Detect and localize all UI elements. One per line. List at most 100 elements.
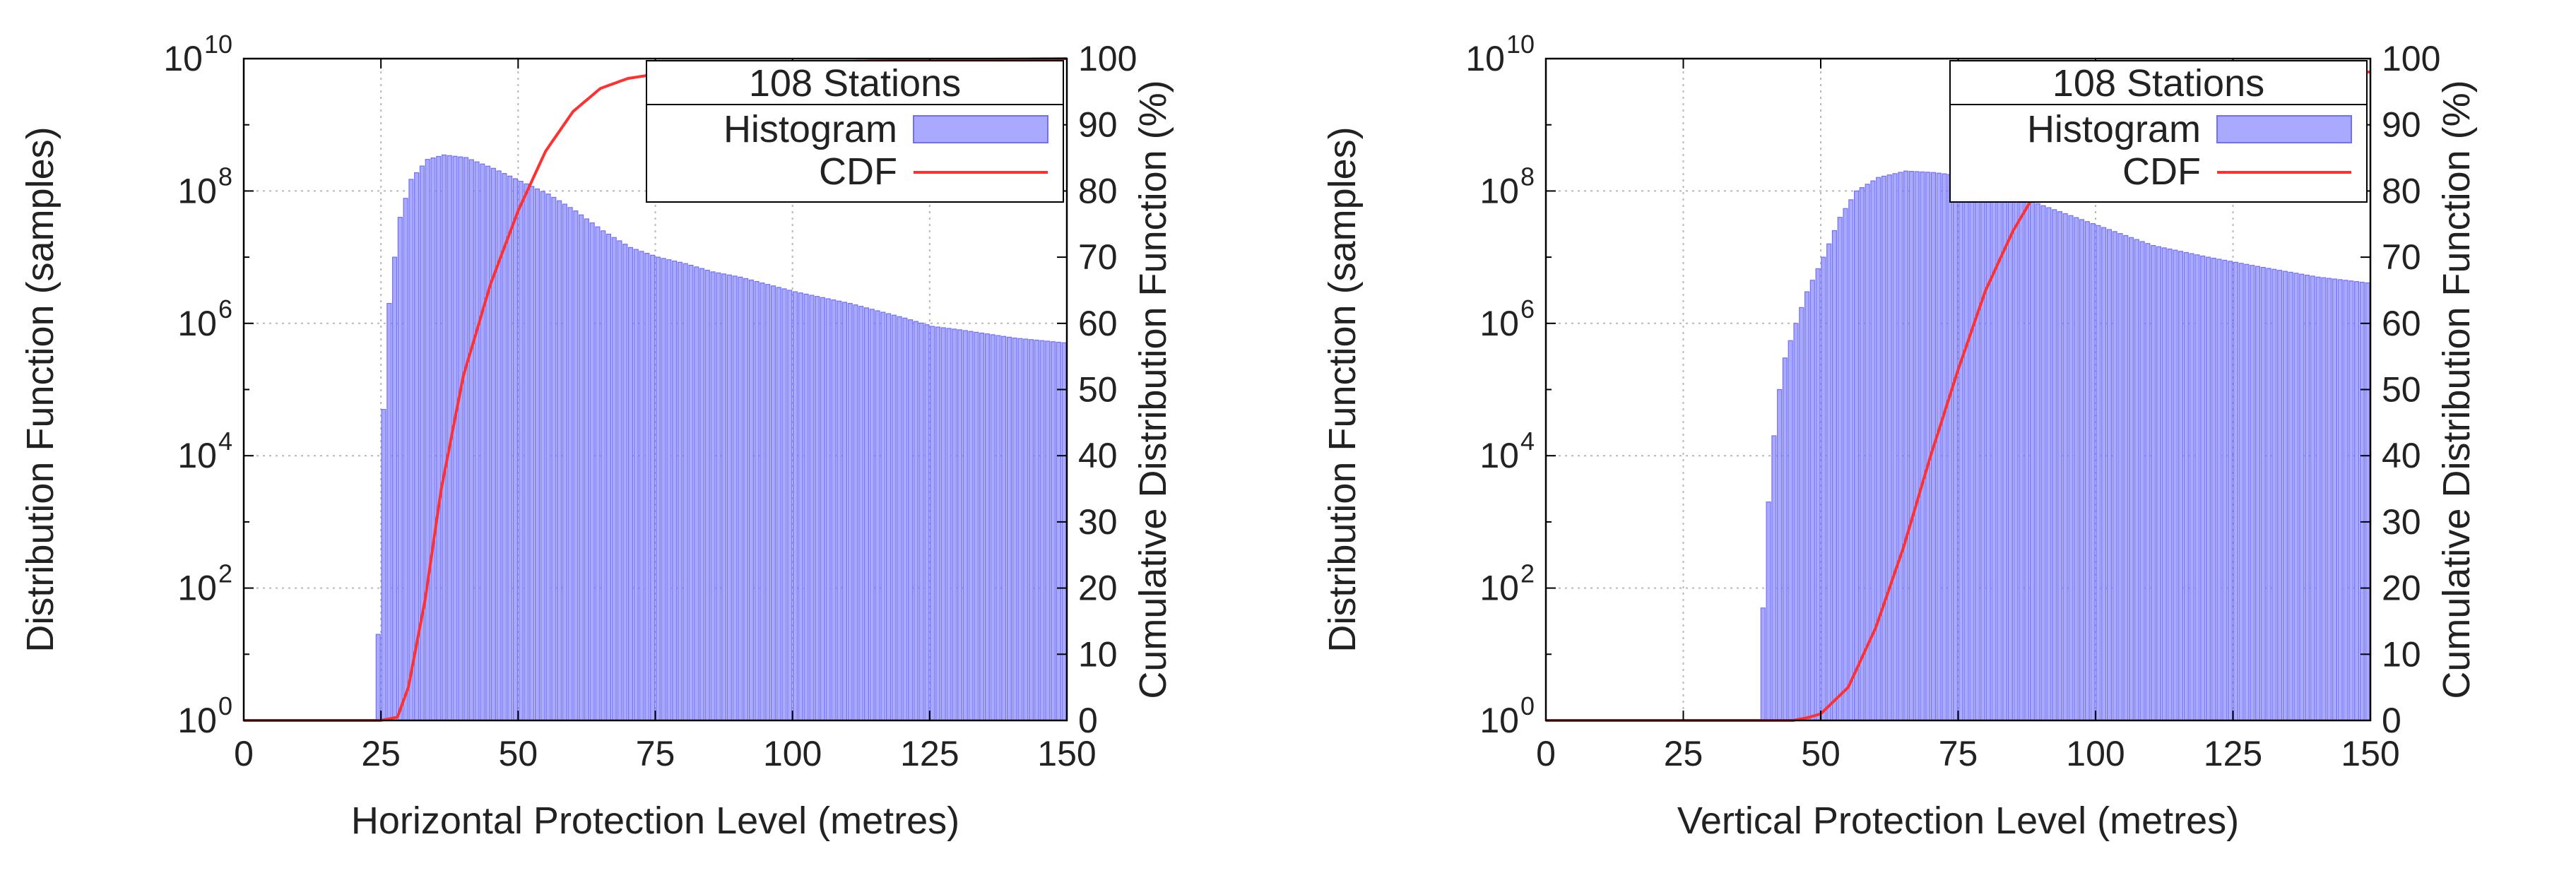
histogram-bar	[611, 237, 617, 721]
histogram-bar	[502, 173, 507, 721]
histogram-bar	[2007, 193, 2013, 721]
histogram-bar	[809, 295, 815, 721]
y-tick-label: 10	[1479, 569, 1519, 608]
histogram-bar	[1969, 179, 1975, 721]
x-tick-label: 25	[361, 734, 401, 773]
histogram-bar	[1821, 256, 1826, 721]
histogram-bar	[655, 256, 661, 721]
histogram-bar	[995, 335, 1001, 721]
histogram-bar	[2327, 278, 2332, 721]
histogram-bar	[880, 311, 886, 721]
histogram-bar	[677, 261, 683, 721]
x-axis-label: Vertical Protection Level (metres)	[1677, 800, 2239, 842]
y-tick-label: 10	[177, 569, 217, 608]
histogram-bar	[2145, 243, 2151, 721]
y2-tick-label: 90	[1078, 105, 1118, 145]
legend-label-histogram: Histogram	[723, 108, 897, 150]
y-axis-label: Distribution Function (samples)	[1321, 126, 1364, 652]
histogram-bar	[2134, 239, 2139, 721]
y-tick-label: 10	[1465, 39, 1505, 78]
histogram-bar	[1920, 171, 1925, 721]
histogram-bar	[2123, 234, 2129, 721]
histogram-bar	[704, 269, 710, 721]
y2-tick-label: 40	[1078, 436, 1118, 475]
histogram-bar	[567, 207, 573, 721]
histogram-bar	[2250, 265, 2255, 721]
legend-label-cdf: CDF	[819, 150, 897, 193]
histogram-bar	[666, 259, 672, 721]
histogram-bar	[770, 285, 776, 721]
y-tick-exponent: 2	[1520, 559, 1535, 588]
histogram-bar	[1975, 181, 1980, 721]
histogram-bar	[2062, 213, 2068, 721]
histogram-bar	[661, 258, 666, 721]
histogram-bar	[815, 296, 820, 721]
histogram-bar	[458, 156, 463, 721]
histogram-bar	[798, 292, 803, 721]
histogram-bar	[518, 181, 524, 721]
x-tick-label: 75	[1939, 734, 1978, 773]
histogram-bar	[732, 275, 738, 721]
histogram-bar	[820, 297, 825, 721]
histogram-bar	[2068, 215, 2074, 721]
histogram-bar	[2353, 281, 2360, 721]
histogram-bar	[381, 409, 386, 721]
legend-label-histogram: Histogram	[2027, 108, 2201, 150]
histogram-bar	[562, 203, 567, 721]
histogram-bar	[2189, 253, 2194, 721]
histogram-bar	[397, 217, 403, 721]
histogram-bar	[1876, 177, 1881, 721]
histogram-bar	[858, 306, 864, 721]
histogram-bar	[2332, 278, 2337, 721]
histogram-bar	[524, 183, 529, 721]
histogram-bar	[375, 634, 381, 721]
y2-tick-label: 60	[2382, 304, 2421, 343]
histogram-bar	[2029, 201, 2036, 721]
y2-tick-label: 70	[1078, 237, 1118, 277]
histogram-bar	[633, 249, 639, 721]
histogram-bar	[2183, 251, 2189, 721]
histogram-bar	[2096, 225, 2101, 721]
histogram-bar	[2194, 254, 2200, 721]
histogram-bar	[1788, 340, 1793, 721]
histogram-bar	[1898, 172, 1903, 721]
histogram-bar	[841, 302, 848, 721]
histogram-bars	[1760, 170, 2370, 721]
tick-marks	[243, 58, 1068, 721]
y2-tick-label: 90	[2382, 105, 2421, 145]
histogram-bar	[1777, 388, 1783, 721]
histogram-bar	[869, 309, 875, 721]
histogram-bar	[2315, 276, 2321, 721]
histogram-bar	[1061, 342, 1067, 721]
y-tick-exponent: 6	[1520, 295, 1535, 323]
histogram-bar	[974, 331, 979, 721]
histogram-bar	[1859, 187, 1865, 721]
histogram-bar	[1045, 340, 1051, 721]
y-tick-label: 10	[177, 171, 217, 210]
histogram-bar	[1854, 190, 1860, 721]
histogram-bar	[918, 322, 924, 721]
y-tick-exponent: 8	[1520, 162, 1535, 191]
histogram-bar	[430, 158, 436, 721]
histogram-bar	[2205, 256, 2211, 721]
x-tick-label: 0	[1536, 734, 1556, 773]
legend-swatch-histogram	[913, 115, 1048, 143]
histogram-bar	[485, 165, 491, 721]
histogram-bar	[2167, 248, 2173, 721]
y2-tick-label: 70	[2382, 237, 2421, 277]
histogram-bar	[617, 240, 622, 721]
histogram-bar	[463, 157, 469, 721]
histogram-bar	[468, 159, 474, 721]
histogram-bar	[622, 244, 628, 721]
x-tick-label: 125	[900, 734, 959, 773]
histogram-bar	[1958, 175, 1963, 721]
x-tick-label: 75	[636, 734, 675, 773]
histogram-bars	[375, 154, 1067, 721]
x-tick-label: 50	[1801, 734, 1841, 773]
histogram-bar	[2002, 191, 2008, 721]
legend-title: 108 Stations	[749, 62, 961, 105]
y-tick-exponent: 0	[1520, 691, 1535, 720]
histogram-bar	[2282, 271, 2288, 721]
